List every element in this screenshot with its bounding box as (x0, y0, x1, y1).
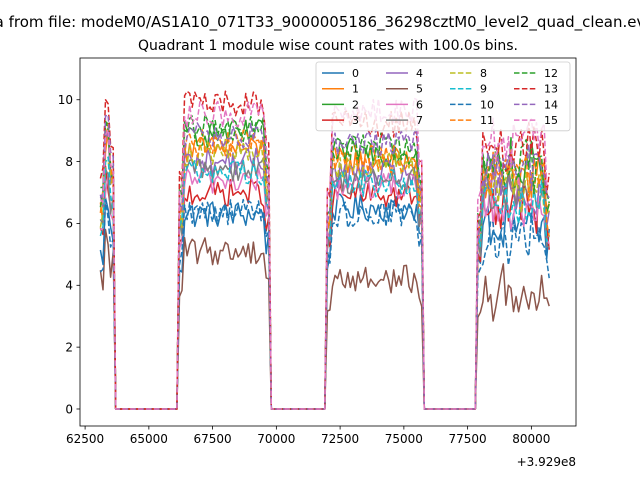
x-offset-label: +3.929e8 (517, 455, 576, 469)
plot-frame (79, 57, 577, 427)
x-tick-label: 80000 (512, 432, 550, 446)
legend-label-0: 0 (352, 67, 359, 80)
y-tick-label: 8 (65, 155, 73, 169)
legend-label-3: 3 (352, 114, 359, 127)
x-tick-label: 67500 (194, 432, 232, 446)
legend-label-14: 14 (544, 98, 558, 111)
chart-title: Quadrant 1 module wise count rates with … (138, 38, 518, 54)
y-tick-label: 10 (58, 93, 73, 107)
x-tick-label: 75000 (385, 432, 423, 446)
legend-label-6: 6 (416, 98, 423, 111)
series-line-15 (99, 97, 550, 410)
x-tick-label: 62500 (66, 432, 104, 446)
legend-label-15: 15 (544, 114, 558, 127)
legend-label-13: 13 (544, 83, 558, 96)
y-tick-label: 4 (65, 279, 73, 293)
legend-label-12: 12 (544, 67, 558, 80)
x-tick-label: 65000 (130, 432, 168, 446)
legend-label-9: 9 (480, 83, 487, 96)
x-tick-label: 70000 (257, 432, 295, 446)
legend-label-2: 2 (352, 98, 359, 111)
legend-label-1: 1 (352, 83, 359, 96)
series-layer (99, 90, 550, 410)
x-axis: 62500 65000 67500 70000 72500 75000 77500 80000 (66, 426, 550, 446)
x-tick-label: 72500 (321, 432, 359, 446)
legend-label-5: 5 (416, 83, 423, 96)
figure-suptitle: ta from file: modeM0/AS1A10_071T33_90000… (0, 13, 640, 32)
legend-label-4: 4 (416, 67, 423, 80)
y-tick-label: 0 (65, 402, 73, 416)
legend-label-7: 7 (416, 114, 423, 127)
y-tick-label: 2 (65, 340, 73, 354)
x-tick-label: 77500 (449, 432, 487, 446)
legend-label-8: 8 (480, 67, 487, 80)
legend-label-10: 10 (480, 98, 494, 111)
legend-label-11: 11 (480, 114, 494, 127)
y-axis: 0 2 4 6 8 10 (58, 93, 80, 416)
y-tick-label: 6 (65, 217, 73, 231)
legend-box (315, 61, 571, 132)
